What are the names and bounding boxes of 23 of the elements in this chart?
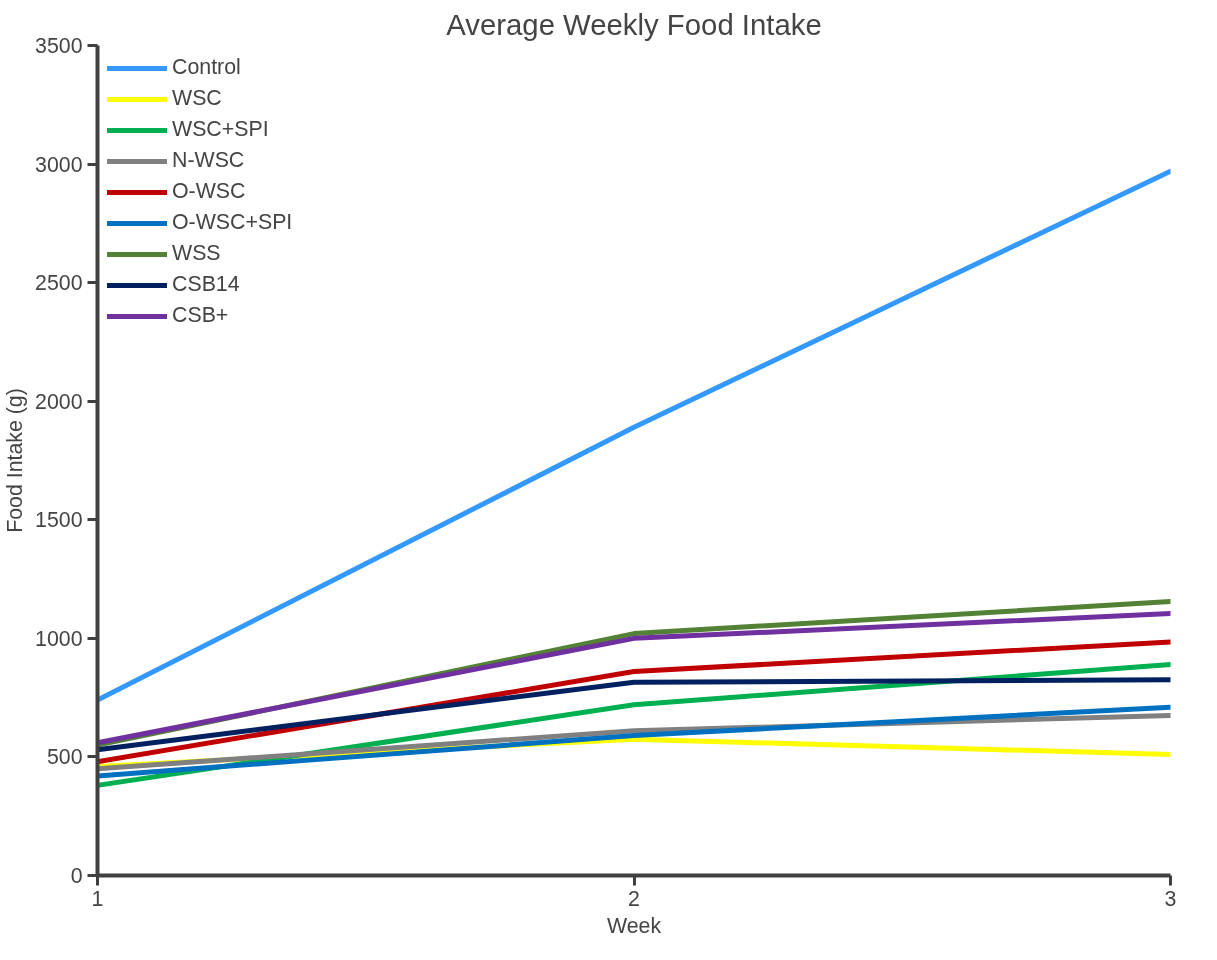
legend-label: N-WSC	[172, 148, 245, 173]
x-tick-label: 1	[91, 886, 104, 911]
y-tick-label: 2500	[35, 271, 83, 296]
x-axis-title: Week	[606, 913, 662, 938]
y-tick-label: 0	[70, 864, 83, 888]
legend-label: Control	[172, 55, 241, 80]
legend-label: WSC+SPI	[172, 117, 269, 142]
legend-label: CSB+	[172, 303, 229, 328]
legend-label: O-WSC+SPI	[172, 210, 293, 235]
y-tick-label: 1000	[35, 626, 83, 651]
x-tick-label: 2	[628, 886, 640, 911]
y-tick-label: 3000	[35, 152, 83, 177]
x-tick-label: 3	[1164, 886, 1177, 911]
legend-label: CSB14	[172, 272, 240, 297]
legend-label: O-WSC	[172, 179, 246, 204]
y-tick-label: 3500	[35, 34, 83, 58]
y-axis-title: Food Intake (g)	[3, 388, 28, 533]
legend-label: WSS	[172, 241, 221, 266]
y-tick-label: 500	[46, 745, 83, 770]
y-tick-label: 1500	[35, 508, 83, 533]
chart-title: Average Weekly Food Intake	[446, 7, 822, 41]
y-tick-label: 2000	[35, 389, 83, 414]
legend-label: WSC	[172, 86, 222, 111]
